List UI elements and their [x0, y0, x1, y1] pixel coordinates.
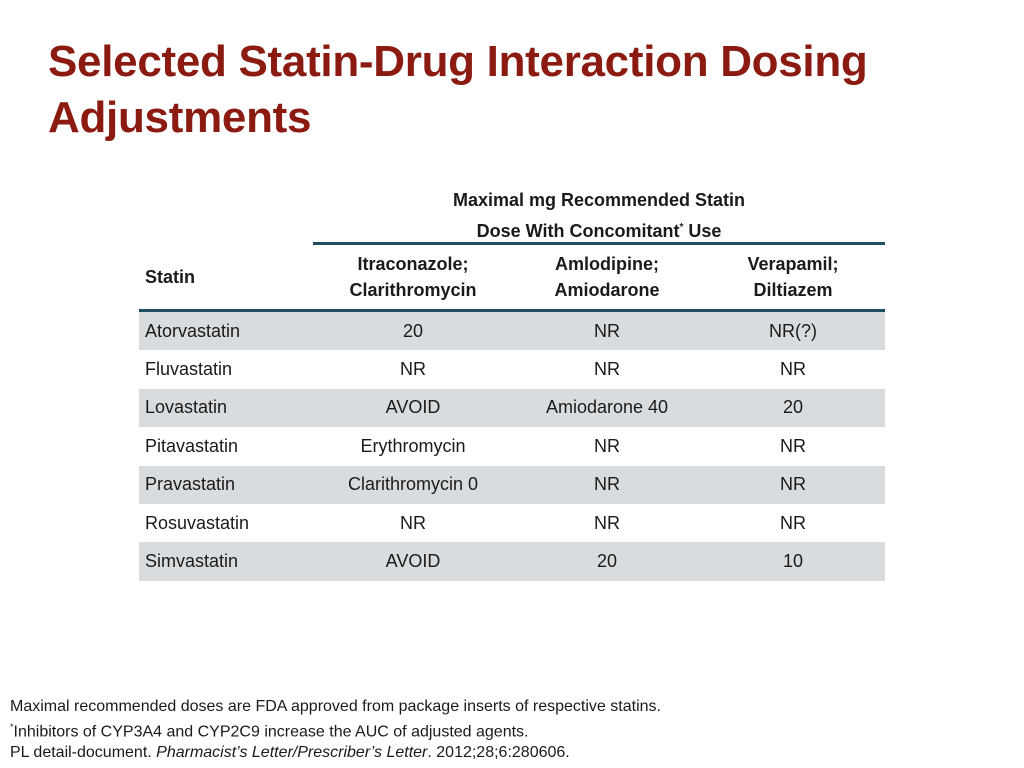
header-c3-line2: Diltiazem: [753, 280, 833, 300]
footnote-mark: *: [679, 222, 684, 233]
cell-c1: Clarithromycin 0: [313, 465, 513, 504]
header-amlodipine-amiodarone: Amlodipine; Amiodarone: [513, 245, 701, 312]
table-row: Fluvastatin NR NR NR: [139, 350, 885, 388]
cell-c2: 20: [513, 542, 701, 581]
footnotes: Maximal recommended doses are FDA approv…: [10, 696, 1010, 763]
cell-c3: NR: [780, 512, 806, 533]
group-header-end: Use: [683, 221, 722, 241]
cell-c2: NR: [594, 512, 620, 533]
cell-c1: NR: [400, 512, 426, 533]
table-row: Rosuvastatin NR NR NR: [139, 504, 885, 542]
table-row: Pravastatin Clarithromycin 0 NR NR: [139, 465, 885, 504]
cell-statin: Simvastatin: [139, 542, 313, 581]
cell-c1: 20: [313, 310, 513, 351]
cell-statin: Pitavastatin: [145, 435, 239, 456]
header-verapamil-diltiazem: Verapamil; Diltiazem: [701, 245, 885, 312]
header-c1-line2: Clarithromycin: [349, 280, 477, 300]
citation-start: PL detail-document.: [10, 744, 157, 762]
cell-statin: Fluvastatin: [145, 359, 233, 380]
cell-c3: 10: [701, 542, 885, 581]
cell-c2: NR: [594, 359, 620, 380]
cell-c3: 20: [701, 388, 885, 428]
cell-c1: NR: [400, 359, 426, 380]
table-row: Simvastatin AVOID 20 10: [139, 542, 885, 581]
header-c3-line1: Verapamil;: [747, 254, 839, 274]
group-header-line2: Dose With Concomitant* Use: [313, 214, 885, 245]
cell-c2: NR: [594, 435, 620, 456]
footnote-line2-text: Inhibitors of CYP3A4 and CYP2C9 increase…: [13, 723, 529, 741]
cell-statin: Pravastatin: [139, 465, 313, 504]
cell-c3: NR: [780, 435, 806, 456]
header-c2-line1: Amlodipine;: [555, 254, 659, 274]
cell-statin: Rosuvastatin: [145, 512, 250, 533]
cell-c1: Erythromycin: [360, 435, 466, 456]
footnote-line1: Maximal recommended doses are FDA approv…: [10, 698, 661, 715]
footnote-line2: *Inhibitors of CYP3A4 and CYP2C9 increas…: [10, 717, 1010, 742]
footnote-mark: *: [10, 722, 14, 732]
header-statin: Statin: [139, 245, 313, 312]
slide-title: Selected Statin-Drug Interaction Dosing …: [48, 37, 868, 142]
group-header-line1: Maximal mg Recommended Statin: [452, 190, 746, 210]
cell-c1: AVOID: [313, 542, 513, 581]
statin-interaction-table: Statin Itraconazole; Clarithromycin Amlo…: [139, 245, 885, 581]
table-row: Lovastatin AVOID Amiodarone 40 20: [139, 388, 885, 428]
group-header-text: Dose With Concomitant: [476, 221, 680, 241]
header-c1-line1: Itraconazole;: [357, 254, 469, 274]
citation-end: . 2012;28;6:280606.: [427, 744, 570, 762]
table-row: Atorvastatin 20 NR NR(?): [139, 310, 885, 351]
group-header-rule: [313, 242, 885, 245]
cell-c2: NR: [513, 310, 701, 351]
cell-c2: NR: [513, 465, 701, 504]
header-itraconazole-clarithromycin: Itraconazole; Clarithromycin: [313, 245, 513, 312]
table-header-row: Statin Itraconazole; Clarithromycin Amlo…: [139, 245, 885, 312]
cell-c3: NR(?): [701, 310, 885, 351]
cell-c3: NR: [780, 359, 806, 380]
cell-c1: AVOID: [313, 388, 513, 428]
table-row: Pitavastatin Erythromycin NR NR: [139, 427, 885, 465]
cell-statin: Atorvastatin: [139, 310, 313, 351]
footnote-citation: PL detail-document. Pharmacist’s Letter/…: [10, 742, 1010, 763]
cell-statin: Lovastatin: [139, 388, 313, 428]
header-c2-line2: Amiodarone: [554, 280, 660, 300]
citation-journal: Pharmacist’s Letter/Prescriber’s Letter: [156, 744, 428, 762]
column-group-header: Maximal mg Recommended Statin Dose With …: [313, 184, 885, 245]
cell-c2: Amiodarone 40: [513, 388, 701, 428]
cell-c3: NR: [701, 465, 885, 504]
